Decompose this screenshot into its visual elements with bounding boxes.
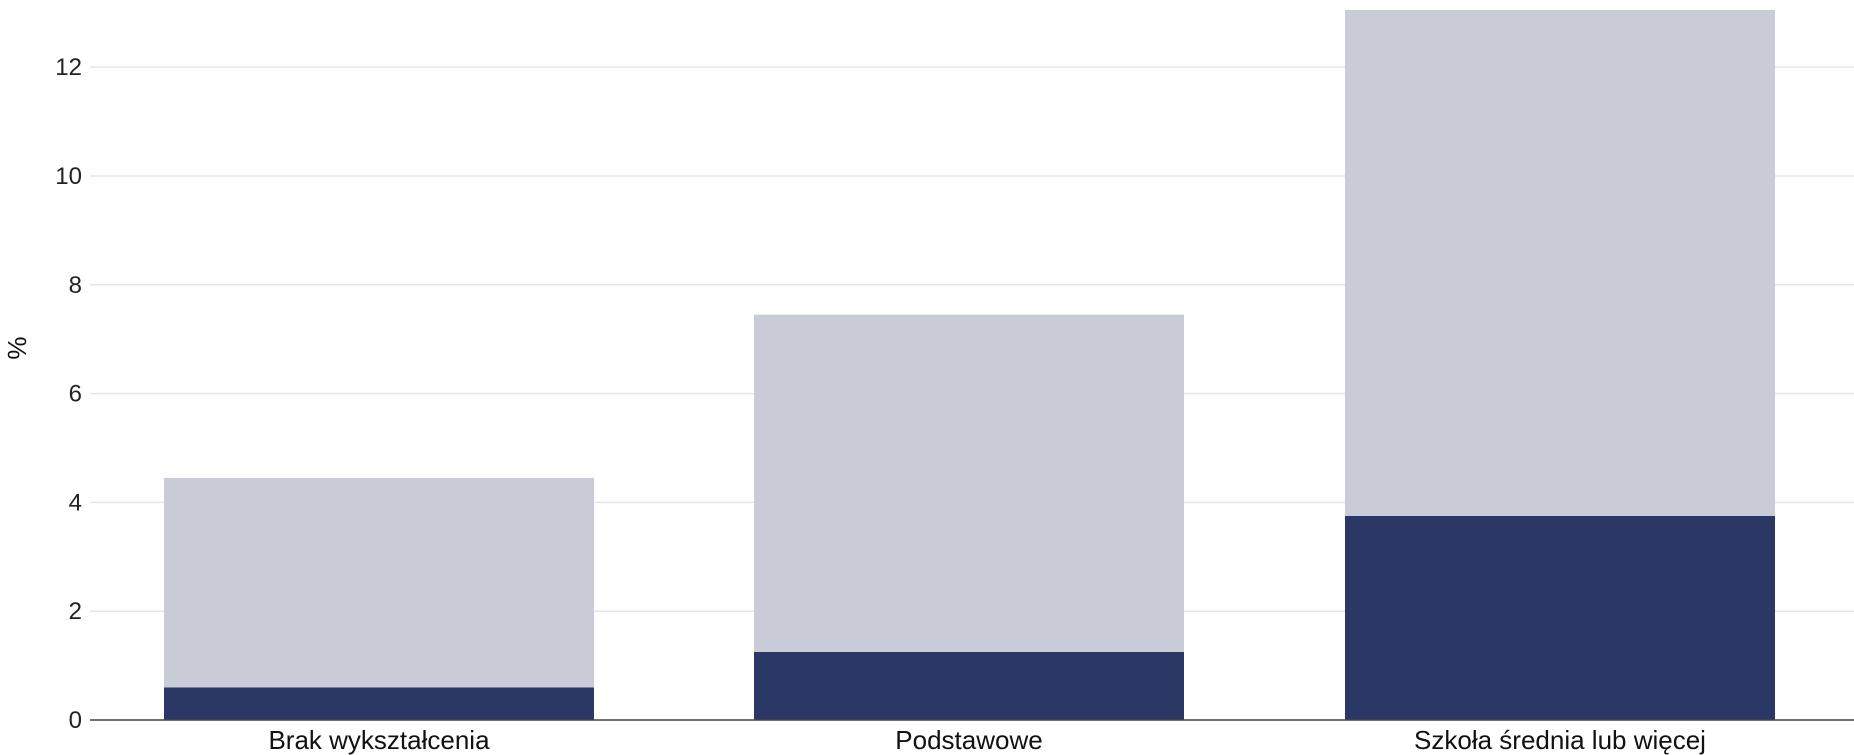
y-tick-label: 2 [69,598,82,625]
bar-segment-dark [1345,515,1775,720]
y-tick-label: 4 [69,489,82,516]
bar-segment-dark [164,687,594,720]
y-tick-label: 6 [69,381,82,408]
x-axis-labels: Brak wykształcenia Podstawowe Szkoła średn… [268,725,1706,755]
x-tick-label: Podstawowe [895,725,1042,755]
x-tick-label: Brak wykształcenia [268,725,490,755]
bar-segment-light [1345,10,1775,516]
bar-segment-light [164,477,594,688]
y-axis-ticks: 0 2 4 6 8 10 12 [55,54,82,734]
y-axis-title: % [2,336,32,359]
bar-segment-dark [754,651,1184,720]
y-tick-label: 0 [69,707,82,734]
bars [164,10,1775,720]
bar-segment-light [754,314,1184,652]
y-tick-label: 10 [55,163,82,190]
y-tick-label: 12 [55,54,82,81]
y-tick-label: 8 [69,272,82,299]
x-tick-label: Szkoła średnia lub więcej [1414,725,1706,755]
